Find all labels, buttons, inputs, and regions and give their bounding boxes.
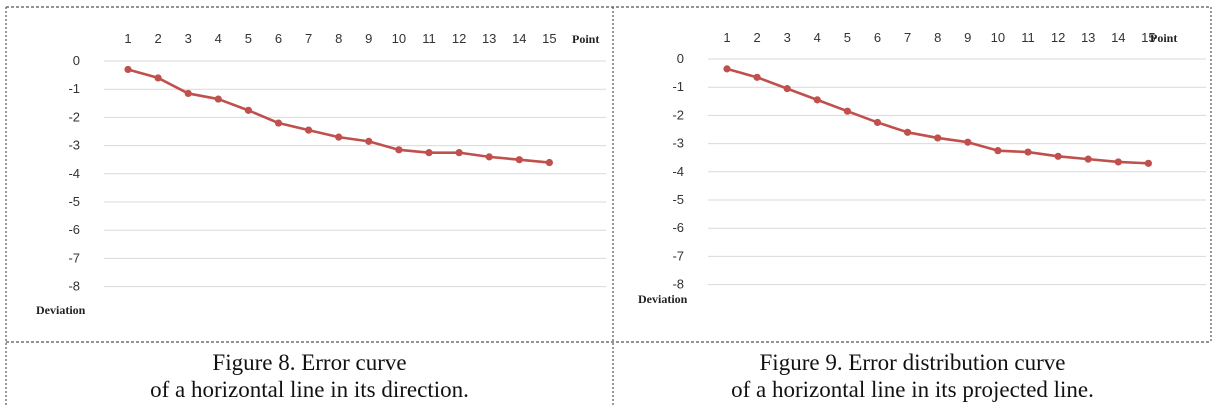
data-point [545, 158, 554, 167]
data-point [515, 156, 523, 164]
x-tick-label: 3 [784, 30, 791, 45]
data-point [1054, 152, 1062, 160]
x-tick-label: 9 [365, 31, 372, 46]
x-tick-label: 6 [874, 30, 881, 45]
x-tick-label: 13 [1081, 30, 1095, 45]
data-point [1114, 158, 1122, 166]
data-point [873, 118, 882, 127]
y-tick-label: -5 [672, 192, 684, 207]
x-tick-label: 1 [124, 31, 131, 46]
data-point [425, 149, 433, 157]
x-tick-label: 15 [1141, 30, 1155, 45]
series-line [127, 68, 550, 164]
y-tick-label: -1 [68, 81, 80, 96]
chart-figure-9: 0-1-2-3-4-5-6-7-81 2 3 4 5 6 7 8 9 10 11 12 13 14 15Po… [638, 30, 1206, 306]
x-tick-label: 6 [275, 31, 282, 46]
data-point [964, 138, 972, 146]
data-point [184, 89, 192, 98]
x-tick-label: 12 [1051, 30, 1065, 45]
data-point [813, 96, 821, 104]
x-tick-label: 4 [215, 31, 222, 46]
data-point [485, 153, 493, 161]
chart-figure-8: 0-1-2-3-4-5-6-7-81 2 3 4 5 6 7 8 9 10 11 12 13 14 15 Po… [36, 31, 606, 317]
y-tick-label: -3 [672, 136, 684, 151]
x-tick-label: 7 [305, 31, 312, 46]
figure-9-caption-line-1: Figure 9. Error distribution curve [759, 350, 1066, 375]
figure-8-caption: Figure 8. Error curve of a horizontal li… [6, 343, 613, 405]
x-tick-label: 3 [185, 31, 192, 46]
x-tick-label: 2 [753, 30, 760, 45]
y-tick-label: -4 [672, 164, 684, 179]
x-axis-label: Point [1150, 31, 1177, 45]
data-point [305, 126, 313, 134]
x-tick-label: 14 [512, 31, 526, 46]
x-tick-label: 10 [991, 30, 1005, 45]
data-point [244, 106, 252, 114]
y-tick-label: -4 [68, 166, 80, 181]
x-tick-label: 10 [392, 31, 406, 46]
x-tick-label: 7 [904, 30, 911, 45]
data-point [124, 65, 132, 74]
data-point [214, 95, 222, 103]
y-tick-label: -3 [68, 138, 80, 153]
data-point [934, 134, 942, 142]
x-tick-label: 8 [335, 31, 342, 46]
x-tick-label: 11 [1021, 30, 1035, 45]
y-tick-label: -6 [68, 222, 80, 237]
y-tick-label: -2 [672, 107, 684, 122]
y-tick-label: -7 [68, 250, 80, 265]
data-point [1144, 159, 1152, 167]
chart-panel-figure-9: 0 -1 -2 -3 -4 -5 -6 -7 -8 1 2 3 4 5 6 7 8 9 10 11 12 13 14 15 Po… [614, 7, 1211, 342]
y-axis-label: Deviation [36, 303, 86, 317]
y-tick-label: -8 [672, 277, 684, 292]
x-tick-label: 2 [154, 31, 161, 46]
data-point [1024, 148, 1032, 156]
data-point [994, 147, 1002, 155]
data-point [335, 133, 343, 141]
x-tick-label: 5 [245, 31, 252, 46]
y-tick-label: -7 [672, 248, 684, 263]
data-point [455, 149, 463, 157]
x-tick-label: 15 [542, 31, 556, 46]
figure-8-caption-line-2: of a horizontal line in its direction. [150, 377, 469, 402]
data-point [365, 137, 373, 145]
data-point [783, 85, 791, 93]
data-point [274, 119, 283, 127]
data-point [1084, 155, 1092, 163]
data-point [723, 65, 731, 73]
data-point [154, 74, 162, 82]
x-tick-label: 12 [452, 31, 466, 46]
chart-panel-figure-8: 0 -1 -2 -3 -4 -5 -6 -7 -8 1 2 3 4 5 6 7 8 9 10 11 12 13 14 15 Po… [6, 7, 613, 342]
data-point [395, 146, 403, 154]
x-tick-label: 14 [1111, 30, 1125, 45]
figure-9-caption: Figure 9. Error distribution curve of a … [614, 343, 1211, 405]
data-point [843, 107, 851, 115]
x-tick-label: 9 [964, 30, 971, 45]
y-tick-label: 0 [73, 53, 80, 68]
y-tick-label: -6 [672, 220, 684, 235]
figure-8-caption-line-1: Figure 8. Error curve [212, 350, 407, 375]
y-axis-label: Deviation [638, 292, 688, 306]
y-tick-label: -1 [672, 79, 684, 94]
series-line [726, 67, 1149, 165]
y-tick-label: 0 [677, 51, 684, 66]
y-tick-label: -2 [68, 109, 80, 124]
data-point [904, 128, 912, 136]
figure-9-caption-line-2: of a horizontal line in its projected li… [731, 377, 1094, 402]
y-tick-label: -5 [68, 194, 80, 209]
x-tick-label: 11 [422, 31, 436, 46]
y-tick-label: -8 [68, 279, 80, 294]
x-tick-label: 1 [723, 30, 730, 45]
data-point [753, 73, 761, 81]
x-tick-label: 5 [844, 30, 851, 45]
x-tick-label: 8 [934, 30, 941, 45]
x-tick-label: 4 [814, 30, 821, 45]
x-tick-label: 13 [482, 31, 496, 46]
x-axis-label: Point [572, 32, 599, 46]
